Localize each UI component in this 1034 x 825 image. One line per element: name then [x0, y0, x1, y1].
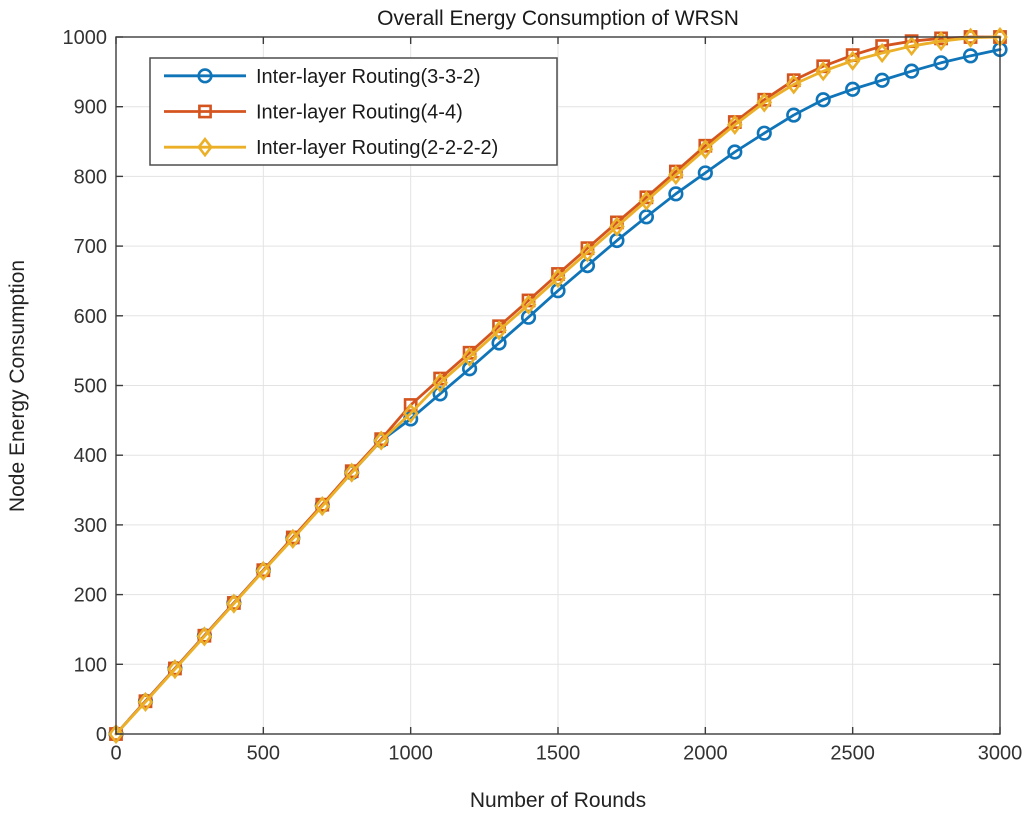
- diamond-marker: [520, 294, 537, 315]
- diamond-marker: [844, 50, 861, 71]
- circle-marker: [962, 48, 979, 64]
- x-tick-label: 3000: [978, 743, 1023, 765]
- diamond-marker: [579, 242, 596, 263]
- y-tick-label: 0: [96, 724, 107, 746]
- circle-marker: [756, 125, 772, 141]
- diamond-marker: [903, 35, 920, 57]
- y-tick-label: 100: [74, 654, 107, 676]
- diamond-marker: [550, 268, 566, 289]
- legend-item-1: Inter-layer Routing(3-3-2): [164, 66, 481, 88]
- y-tick-label: 400: [74, 445, 107, 467]
- circle-marker: [845, 81, 861, 97]
- square-marker: [198, 104, 212, 119]
- y-tick-label: 600: [74, 306, 107, 328]
- diamond-marker: [726, 114, 743, 135]
- circle-marker: [462, 361, 478, 377]
- diamond-marker: [697, 139, 714, 160]
- circle-marker: [697, 165, 713, 181]
- diamond-marker: [815, 61, 832, 82]
- x-tick-label: 2000: [683, 743, 728, 765]
- x-tick-label: 500: [247, 743, 280, 765]
- legend-label: Inter-layer Routing(2-2-2-2): [256, 137, 498, 159]
- grid-lines: [116, 37, 1000, 734]
- circle-marker: [727, 144, 743, 160]
- series-line: [114, 35, 1002, 736]
- circle-marker: [903, 63, 920, 79]
- diamond-marker: [933, 31, 949, 52]
- y-tick-label: 900: [74, 97, 107, 119]
- diamond-marker: [874, 42, 890, 64]
- series-diamond: [108, 26, 1008, 745]
- diamond-marker: [314, 495, 331, 517]
- legend-item-2: Inter-layer Routing(4-4): [164, 102, 463, 124]
- diamond-marker: [668, 164, 684, 186]
- diamond-marker: [491, 320, 507, 341]
- square-marker: [403, 398, 418, 412]
- circle-marker: [786, 107, 802, 123]
- diamond-marker: [343, 462, 360, 483]
- circle-marker: [933, 55, 949, 71]
- x-axis-label: Number of Rounds: [470, 789, 646, 812]
- axis-ticks: [115, 36, 1001, 735]
- diamond-marker: [962, 27, 979, 48]
- legend-label: Inter-layer Routing(3-3-2): [256, 66, 481, 88]
- diamond-marker: [137, 691, 154, 713]
- legend-label: Inter-layer Routing(4-4): [256, 102, 463, 124]
- y-tick-label: 800: [74, 166, 107, 188]
- diamond-marker: [167, 659, 183, 680]
- diamond-marker: [609, 216, 625, 237]
- diamond-marker: [756, 92, 773, 113]
- chart-title: Overall Energy Consumption of WRSN: [377, 7, 739, 30]
- circle-marker: [874, 72, 890, 88]
- diamond-marker: [196, 626, 213, 647]
- diamond-marker: [226, 593, 242, 614]
- diamond-marker: [461, 346, 478, 368]
- y-tick-label: 700: [74, 236, 107, 258]
- y-tick-label: 500: [74, 376, 107, 398]
- y-axis-label: Node Energy Consumption: [6, 260, 29, 512]
- x-tick-label: 2500: [830, 743, 875, 765]
- diamond-marker: [432, 372, 448, 393]
- diamond-marker: [785, 74, 802, 95]
- diamond-marker: [402, 403, 419, 424]
- x-tick-label: 1000: [388, 743, 433, 765]
- legend-item-3: Inter-layer Routing(2-2-2-2): [164, 137, 498, 159]
- y-tick-label: 200: [74, 585, 107, 607]
- data-series: [108, 26, 1008, 745]
- x-tick-label: 1500: [536, 743, 581, 765]
- diamond-marker: [108, 723, 124, 745]
- circle-marker: [197, 68, 213, 84]
- tick-labels: 0 500 1000 1500 2000 2500 3000 0 100 200 300 400 500…: [63, 27, 1023, 765]
- y-tick-label: 1000: [63, 27, 108, 49]
- diamond-marker: [373, 430, 390, 451]
- x-tick-label: 0: [110, 743, 121, 765]
- circle-marker: [815, 92, 831, 108]
- diamond-marker: [255, 560, 272, 582]
- y-tick-label: 300: [74, 515, 107, 537]
- circle-marker: [432, 386, 448, 402]
- diamond-marker: [197, 137, 213, 158]
- circle-marker: [668, 186, 684, 202]
- diamond-marker: [284, 528, 301, 549]
- diamond-marker: [638, 190, 655, 211]
- legend: Inter-layer Routing(3-3-2) Inter-layer Ro…: [149, 57, 558, 166]
